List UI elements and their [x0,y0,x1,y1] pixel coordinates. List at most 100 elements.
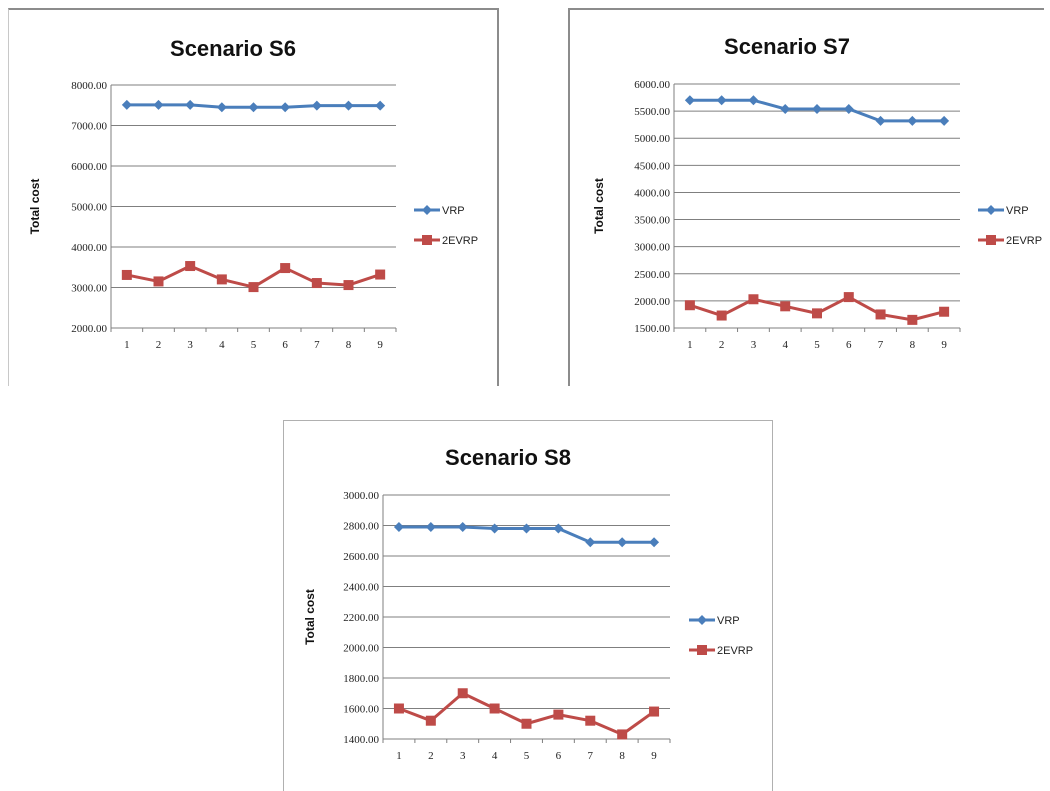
x-tick-label-s8: 1 [396,750,402,762]
point-2evrp-s8 [393,703,404,714]
point-2evrp-s8 [425,715,436,726]
y-tick-label-s8: 2600.00 [343,551,379,563]
y-tick-label-s8: 3000.00 [343,490,379,502]
x-tick-label-s6: 5 [251,339,257,351]
point-2evrp-s8 [489,703,500,714]
point-vrp-s6 [248,102,259,113]
legend-label-2evrp-s7: 2EVRP [1006,235,1042,247]
y-tick-label-s8: 2800.00 [343,521,379,533]
point-2evrp-s7 [684,300,695,311]
y-tick-label-s7: 4500.00 [634,160,670,172]
legend-marker-2evrp-s6 [422,235,432,245]
chart-panel-s8: Scenario S8 Total cost 1400.00 1600.00 1800.… [283,420,773,791]
chart-title-s8: Scenario S8 [445,445,571,470]
point-2evrp-s8 [457,688,468,699]
point-2evrp-s6 [248,282,259,293]
point-vrp-s7 [907,115,918,126]
y-tick-label-s6: 3000.00 [71,283,107,295]
y-tick-label-s7: 4000.00 [634,187,670,199]
legend-label-vrp-s8: VRP [717,615,740,627]
point-2evrp-s7 [939,306,950,317]
point-vrp-s8 [457,522,468,533]
point-2evrp-s7 [875,309,886,320]
point-vrp-s6 [343,100,354,111]
point-vrp-s7 [780,103,791,114]
point-2evrp-s6 [153,276,164,287]
point-vrp-s7 [748,95,759,106]
point-vrp-s6 [185,99,196,110]
point-vrp-s6 [375,100,386,111]
x-tick-label-s8: 7 [588,750,594,762]
point-vrp-s8 [393,522,404,533]
x-tick-label-s8: 6 [556,750,562,762]
point-vrp-s6 [280,102,291,113]
point-2evrp-s7 [843,292,854,303]
point-vrp-s8 [489,523,500,534]
y-tick-label-s8: 1800.00 [343,673,379,685]
point-2evrp-s7 [716,310,727,321]
legend-label-vrp-s7: VRP [1006,205,1029,217]
x-tick-label-s8: 5 [524,750,530,762]
chart-svg-s8: Scenario S8 Total cost 1400.00 1600.00 1800.… [303,445,753,762]
y-tick-label-s6: 4000.00 [71,242,107,254]
y-tick-label-s8: 2400.00 [343,582,379,594]
x-tick-label-s8: 2 [428,750,434,762]
point-vrp-s7 [875,115,886,126]
point-vrp-s8 [425,522,436,533]
y-tick-label-s7: 2500.00 [634,269,670,281]
point-2evrp-s6 [280,263,291,274]
y-tick-label-s8: 1400.00 [343,734,379,746]
point-vrp-s7 [716,95,727,106]
x-tick-label-s8: 9 [651,750,657,762]
x-tick-label-s8: 4 [492,750,498,762]
point-vrp-s6 [216,102,227,113]
point-2evrp-s8 [521,718,532,729]
y-tick-label-s6: 8000.00 [71,80,107,92]
point-vrp-s8 [585,537,596,548]
x-tick-label-s7: 6 [846,339,852,351]
legend-label-2evrp-s6: 2EVRP [442,235,478,247]
y-tick-label-s6: 7000.00 [71,121,107,133]
y-tick-label-s6: 2000.00 [71,323,107,335]
y-tick-label-s7: 5000.00 [634,133,670,145]
x-tick-label-s7: 7 [878,339,884,351]
point-vrp-s6 [121,99,132,110]
chart-svg-s6: Scenario S6 Total cost 2000.00 3000.00 4000.… [28,36,478,351]
x-tick-label-s7: 3 [751,339,757,351]
point-vrp-s7 [843,103,854,114]
y-tick-label-s7: 3000.00 [634,242,670,254]
x-tick-label-s7: 5 [814,339,820,351]
y-tick-label-s6: 6000.00 [71,161,107,173]
point-2evrp-s7 [780,301,791,312]
x-tick-label-s6: 9 [377,339,383,351]
point-vrp-s6 [153,99,164,110]
point-2evrp-s6 [375,269,386,280]
y-tick-label-s6: 5000.00 [71,202,107,214]
x-tick-label-s6: 6 [282,339,288,351]
x-tick-label-s7: 1 [687,339,693,351]
point-2evrp-s6 [121,269,132,280]
y-tick-label-s8: 2000.00 [343,643,379,655]
legend-label-2evrp-s8: 2EVRP [717,645,753,657]
x-tick-label-s7: 4 [782,339,788,351]
legend-marker-vrp-s8 [697,615,707,625]
x-tick-label-s8: 3 [460,750,466,762]
point-2evrp-s7 [748,294,759,305]
point-vrp-s7 [684,95,695,106]
y-tick-label-s7: 5500.00 [634,106,670,118]
legend-marker-vrp-s6 [422,205,432,215]
chart-title-s6: Scenario S6 [170,36,296,61]
point-vrp-s8 [617,537,628,548]
x-tick-label-s6: 8 [346,339,352,351]
chart-title-s7: Scenario S7 [724,34,850,59]
x-tick-label-s8: 8 [619,750,625,762]
point-vrp-s7 [939,115,950,126]
point-vrp-s6 [311,100,322,111]
y-tick-label-s7: 6000.00 [634,79,670,91]
point-vrp-s8 [521,523,532,534]
legend-label-vrp-s6: VRP [442,205,465,217]
point-2evrp-s8 [553,709,564,720]
y-tick-label-s7: 3500.00 [634,215,670,227]
point-2evrp-s8 [649,706,660,717]
point-2evrp-s6 [311,278,322,289]
